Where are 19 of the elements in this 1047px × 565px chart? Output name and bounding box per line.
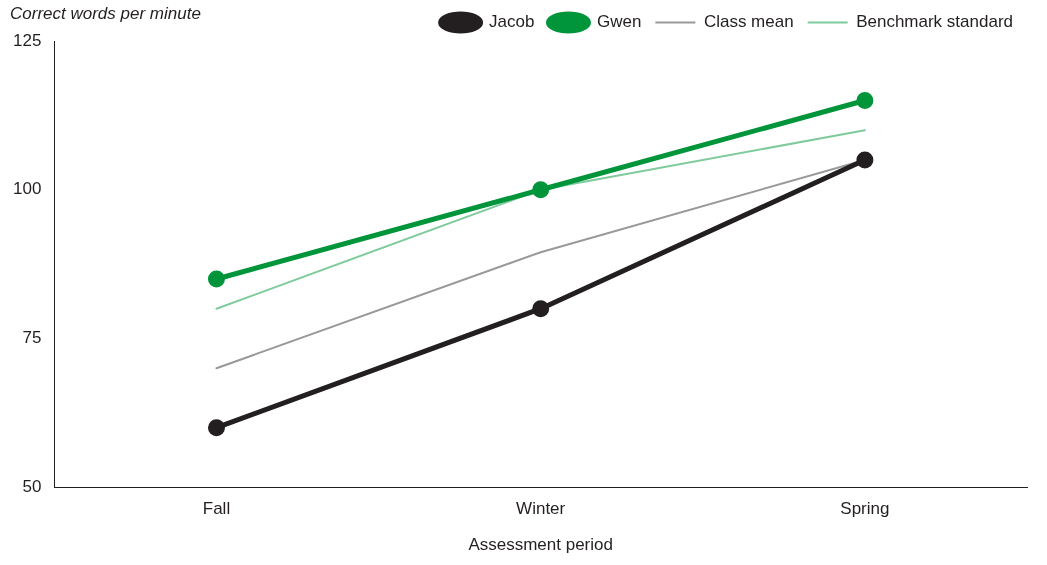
x-tick-label: Winter: [516, 499, 566, 519]
point: [207, 270, 225, 288]
point: [532, 181, 550, 199]
x-tick-label: Fall: [202, 499, 231, 519]
point: [856, 91, 874, 109]
x-axis-title: Assessment period: [468, 535, 613, 555]
point: [207, 419, 225, 437]
x-tick-label: Spring: [840, 499, 890, 519]
point: [532, 300, 550, 318]
legend-label: Jacob: [489, 12, 535, 32]
y-tick-label: 100: [12, 179, 42, 199]
legend-label: Gwen: [596, 12, 642, 32]
y-tick-label: 75: [22, 328, 42, 348]
legend-label: Benchmark standard: [856, 12, 1014, 32]
y-axis-title: Correct words per minute: [10, 4, 201, 24]
point: [856, 151, 874, 169]
y-tick-label: 50: [22, 476, 42, 496]
legend-label: Class mean: [703, 12, 794, 32]
y-tick-label: 125: [12, 30, 42, 50]
